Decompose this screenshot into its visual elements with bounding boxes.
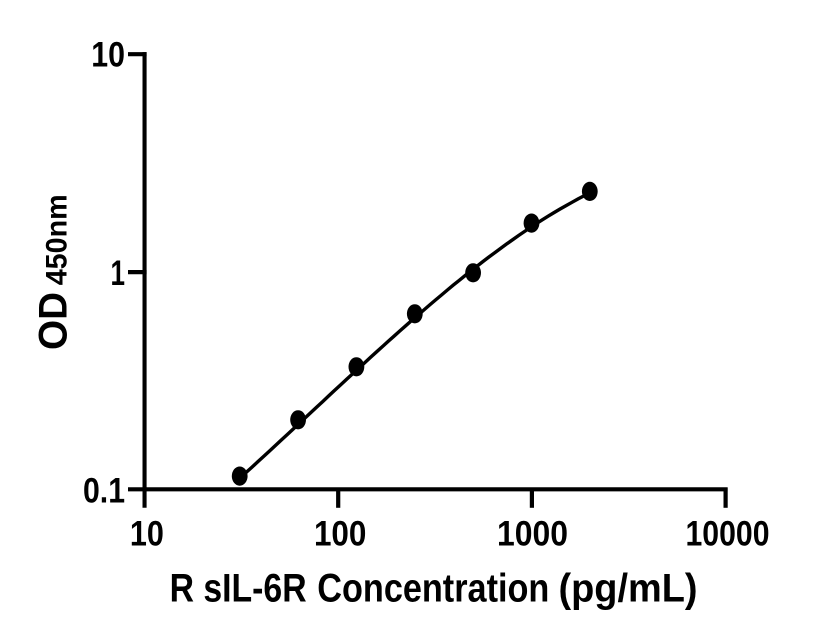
svg-text:R sIL-6R: R sIL-6R: [170, 567, 307, 611]
svg-text:1000: 1000: [497, 514, 568, 553]
svg-text:450nm: 450nm: [41, 194, 74, 285]
svg-text:(pg/mL): (pg/mL): [559, 567, 698, 611]
svg-text:OD: OD: [32, 292, 76, 350]
svg-text:10: 10: [130, 514, 164, 553]
svg-text:Concentration: Concentration: [317, 567, 549, 611]
svg-text:100: 100: [314, 514, 367, 553]
svg-text:1: 1: [111, 254, 126, 293]
svg-text:10000: 10000: [686, 514, 770, 553]
svg-text:0.1: 0.1: [83, 472, 125, 511]
svg-text:10: 10: [91, 36, 125, 75]
